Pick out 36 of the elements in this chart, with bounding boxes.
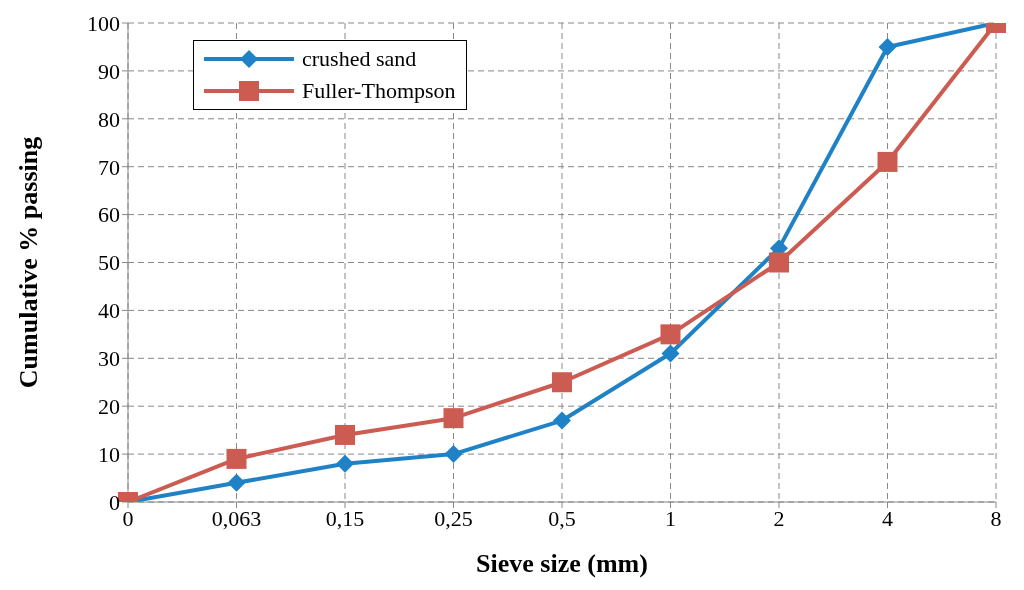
- point: [769, 252, 789, 273]
- point: [552, 372, 572, 393]
- point: [444, 445, 463, 464]
- x-axis-title: Sieve size (mm): [476, 549, 648, 578]
- x-tick-label: 2: [773, 505, 785, 531]
- y-tick-label: 80: [98, 106, 120, 132]
- y-tick-label: 0: [109, 489, 120, 515]
- y-tick-label: 100: [87, 10, 120, 36]
- y-tick-label: 50: [98, 250, 120, 276]
- point: [661, 344, 680, 363]
- point: [553, 411, 571, 430]
- x-tick-label: 1: [665, 505, 676, 531]
- point: [336, 454, 354, 473]
- x-tick-label: 0,5: [548, 505, 576, 531]
- x-tick-label: 4: [882, 505, 893, 531]
- x-tick-label: 0,15: [325, 505, 365, 531]
- legend-label: crushed sand: [302, 46, 417, 72]
- point: [226, 448, 247, 469]
- point: [443, 408, 464, 429]
- point: [335, 424, 355, 445]
- point: [227, 473, 246, 492]
- x-tick-label: 8: [990, 505, 1002, 531]
- y-tick-label: 90: [98, 58, 120, 84]
- y-tick-label: 20: [98, 394, 120, 420]
- y-tick-label: 70: [98, 154, 120, 180]
- y-tick-label: 30: [98, 346, 120, 372]
- point: [878, 37, 897, 56]
- x-tick-label: 0,063: [211, 505, 262, 531]
- y-tick-label: 10: [98, 441, 120, 467]
- y-axis-title: Cumulative % passing: [14, 136, 44, 389]
- x-tick-label: 0,25: [434, 505, 473, 531]
- y-tick-label: 60: [98, 202, 120, 228]
- y-tick-label: 40: [98, 298, 120, 324]
- point: [877, 151, 898, 172]
- legend-label: Fuller-Thompson: [302, 78, 456, 104]
- point: [660, 324, 681, 345]
